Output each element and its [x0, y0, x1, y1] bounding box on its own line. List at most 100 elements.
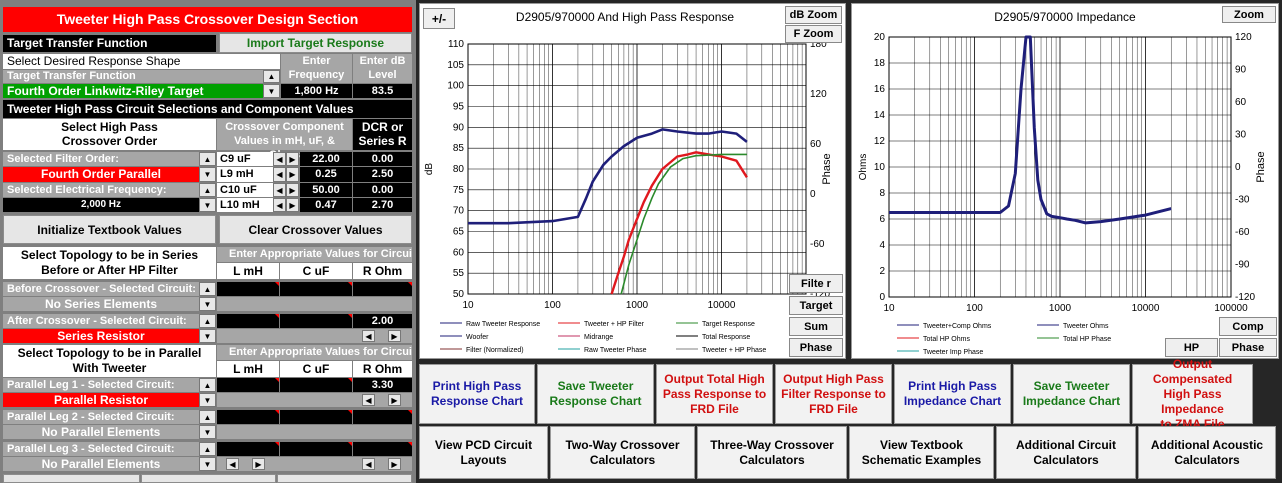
- phase-button-1[interactable]: Phase: [789, 338, 843, 357]
- c9-dcr[interactable]: 0.00: [353, 152, 412, 166]
- c9-value[interactable]: 22.00: [300, 152, 352, 166]
- c10-value[interactable]: 50.00: [300, 183, 352, 197]
- before-lmh-cell[interactable]: [217, 282, 279, 296]
- output-button-1[interactable]: Print High Pass Response Chart: [419, 364, 535, 424]
- before-up[interactable]: ▲: [199, 282, 216, 296]
- ttf-scroll-down[interactable]: ▼: [263, 84, 280, 98]
- c9-right[interactable]: ▶: [286, 152, 299, 166]
- leg3-up[interactable]: ▲: [199, 442, 216, 456]
- leg3-rohm-cell[interactable]: [353, 442, 412, 456]
- leg2-down[interactable]: ▼: [199, 425, 216, 439]
- after-down[interactable]: ▼: [199, 329, 216, 343]
- c9-left[interactable]: ◀: [273, 152, 286, 166]
- l9-value[interactable]: 0.25: [300, 167, 352, 182]
- plus-minus-button[interactable]: +/-: [423, 8, 455, 29]
- before-crossover-value[interactable]: No Series Elements: [3, 297, 199, 311]
- l9-dcr[interactable]: 2.50: [353, 167, 412, 182]
- l9-right[interactable]: ▶: [286, 167, 299, 182]
- clear-crossover-button[interactable]: Clear Crossover Values: [219, 215, 412, 244]
- calculator-button-6[interactable]: Additional Acoustic Calculators: [1138, 426, 1276, 479]
- calculator-button-3[interactable]: Three-Way Crossover Calculators: [697, 426, 847, 479]
- phase-button-2[interactable]: Phase: [1219, 338, 1277, 357]
- frequency-input[interactable]: 1,800 Hz: [281, 84, 352, 98]
- zoom-button[interactable]: Zoom: [1222, 6, 1276, 23]
- leg2-rohm-cell[interactable]: [353, 410, 412, 424]
- leg1-lmh-cell[interactable]: [217, 378, 279, 392]
- import-target-button[interactable]: Import Target Response: [219, 33, 412, 53]
- comp-button[interactable]: Comp: [1219, 317, 1277, 336]
- frequency-down[interactable]: ▼: [199, 198, 216, 212]
- calculator-button-5[interactable]: Additional Circuit Calculators: [996, 426, 1136, 479]
- leg2-lmh-cell[interactable]: [217, 410, 279, 424]
- leg3-scroll-left-2[interactable]: ◀: [362, 458, 375, 470]
- ttf-header: Target Transfer Function: [3, 35, 216, 52]
- plot-frame: [888, 36, 1232, 298]
- l10-value[interactable]: 0.47: [300, 198, 352, 212]
- before-down[interactable]: ▼: [199, 297, 216, 311]
- before-cuf-cell[interactable]: [280, 282, 352, 296]
- leg1-scroll-left[interactable]: ◀: [362, 394, 375, 406]
- output-button-5[interactable]: Print High Pass Impedance Chart: [894, 364, 1011, 424]
- leg2-up[interactable]: ▲: [199, 410, 216, 424]
- output-button-4[interactable]: Output High Pass Filter Response to FRD Fi…: [775, 364, 892, 424]
- ttf-scroll-up[interactable]: ▲: [263, 70, 280, 83]
- output-button-7[interactable]: Output Compensated High Pass Impedance to …: [1132, 357, 1253, 431]
- after-up[interactable]: ▲: [199, 314, 216, 328]
- leg3-scroll-left-1[interactable]: ◀: [226, 458, 239, 470]
- after-crossover-value[interactable]: Series Resistor: [3, 329, 199, 343]
- filter-order-up[interactable]: ▲: [199, 152, 216, 166]
- output-button-3[interactable]: Output Total High Pass Response to FRD Fil…: [656, 364, 773, 424]
- leg2-value[interactable]: No Parallel Elements: [3, 425, 199, 439]
- leg3-scroll-right-2[interactable]: ▶: [388, 458, 401, 470]
- bottom-tab-3[interactable]: [277, 474, 412, 483]
- f-zoom-button[interactable]: F Zoom: [785, 25, 842, 43]
- leg3-down[interactable]: ▼: [199, 457, 216, 471]
- leg3-lmh-cell[interactable]: [217, 442, 279, 456]
- calculator-button-4[interactable]: View Textbook Schematic Examples: [849, 426, 994, 479]
- db-zoom-button[interactable]: dB Zoom: [785, 6, 842, 24]
- c10-dcr[interactable]: 0.00: [353, 183, 412, 197]
- frequency-up[interactable]: ▲: [199, 183, 216, 197]
- initialize-textbook-button[interactable]: Initialize Textbook Values: [3, 215, 216, 244]
- leg3-cuf-cell[interactable]: [280, 442, 352, 456]
- leg1-up[interactable]: ▲: [199, 378, 216, 392]
- series-col-cuf: C uF: [280, 263, 352, 279]
- y-tick-label: 95: [453, 102, 465, 113]
- filter-order-down[interactable]: ▼: [199, 167, 216, 182]
- leg2-cuf-cell[interactable]: [280, 410, 352, 424]
- l10-right[interactable]: ▶: [286, 198, 299, 212]
- filter-order-value[interactable]: Fourth Order Parallel: [3, 167, 199, 182]
- after-cuf-cell[interactable]: [280, 314, 352, 328]
- l10-left[interactable]: ◀: [273, 198, 286, 212]
- leg1-down[interactable]: ▼: [199, 393, 216, 407]
- target-button[interactable]: Target: [789, 296, 843, 315]
- output-button-2[interactable]: Save Tweeter Response Chart: [537, 364, 654, 424]
- output-button-6[interactable]: Save Tweeter Impedance Chart: [1013, 364, 1130, 424]
- after-scroll-left[interactable]: ◀: [362, 330, 375, 342]
- calculator-button-1[interactable]: View PCD Circuit Layouts: [419, 426, 548, 479]
- leg3-scroll-right-1[interactable]: ▶: [252, 458, 265, 470]
- l10-dcr[interactable]: 2.70: [353, 198, 412, 212]
- leg3-value[interactable]: No Parallel Elements: [3, 457, 199, 471]
- hp-button[interactable]: HP: [1165, 338, 1218, 357]
- after-rohm-cell[interactable]: 2.00: [353, 314, 412, 328]
- ttf-value[interactable]: Fourth Order Linkwitz-Riley Target: [3, 84, 263, 98]
- leg1-value[interactable]: Parallel Resistor: [3, 393, 199, 407]
- c10-right[interactable]: ▶: [286, 183, 299, 197]
- parallel-col-rohm: R Ohm: [353, 361, 412, 377]
- leg1-scroll-right[interactable]: ▶: [388, 394, 401, 406]
- calculator-button-2[interactable]: Two-Way Crossover Calculators: [550, 426, 695, 479]
- y2-tick-label: 120: [1235, 32, 1252, 43]
- bottom-tab-1[interactable]: [3, 474, 140, 483]
- after-scroll-right[interactable]: ▶: [388, 330, 401, 342]
- leg1-rohm-cell[interactable]: 3.30: [353, 378, 412, 392]
- leg1-cuf-cell[interactable]: [280, 378, 352, 392]
- level-input[interactable]: 83.5: [353, 84, 412, 98]
- sum-button[interactable]: Sum: [789, 317, 843, 336]
- bottom-tab-2[interactable]: [141, 474, 276, 483]
- before-rohm-cell[interactable]: [353, 282, 412, 296]
- l9-left[interactable]: ◀: [273, 167, 286, 182]
- c10-left[interactable]: ◀: [273, 183, 286, 197]
- after-lmh-cell[interactable]: [217, 314, 279, 328]
- filter-button[interactable]: Filte r: [789, 274, 843, 293]
